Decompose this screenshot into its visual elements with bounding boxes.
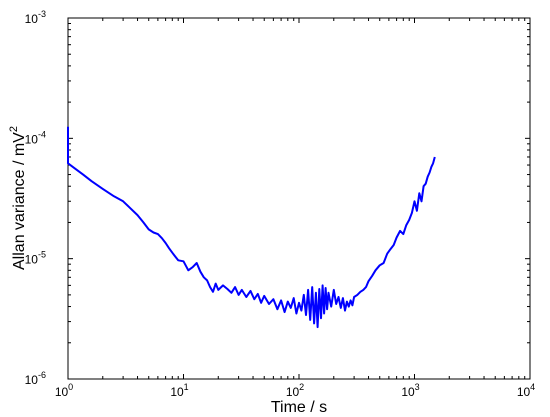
y-tick-label-exponent: -4 <box>38 129 46 139</box>
x-tick-label-exponent: 1 <box>184 382 189 392</box>
x-tick-label-exponent: 0 <box>68 382 73 392</box>
y-tick-label-exponent: -3 <box>38 9 46 19</box>
x-tick-label-base: 10 <box>55 385 69 399</box>
plot-frame <box>67 17 531 380</box>
y-tick-label-base: 10 <box>25 373 39 387</box>
y-tick-label-base: 10 <box>25 132 39 146</box>
x-tick-label: 104 <box>517 382 535 399</box>
series-layer <box>67 126 436 329</box>
x-tick-label: 101 <box>170 382 188 399</box>
axis-ticks <box>67 17 531 380</box>
x-tick-label-base: 10 <box>517 385 531 399</box>
x-tick-label: 103 <box>401 382 419 399</box>
y-tick-label: 10-4 <box>25 129 46 146</box>
y-axis-label-superscript: 2 <box>8 126 20 132</box>
series-line-0 <box>67 126 436 329</box>
x-tick-label-base: 10 <box>286 385 300 399</box>
y-tick-label-exponent: -5 <box>38 250 46 260</box>
y-tick-label: 10-3 <box>25 9 46 26</box>
x-tick-label-exponent: 3 <box>415 382 420 392</box>
x-tick-label-exponent: 4 <box>530 382 535 392</box>
x-tick-label-base: 10 <box>401 385 415 399</box>
x-tick-label-exponent: 2 <box>299 382 304 392</box>
x-tick-label-base: 10 <box>170 385 184 399</box>
y-axis-label-text: Allan variance / mV <box>11 132 28 270</box>
x-tick-label: 102 <box>286 382 304 399</box>
x-axis-label: Time / s <box>271 399 327 416</box>
y-axis-label: Allan variance / mV2 <box>8 126 28 270</box>
y-tick-label-base: 10 <box>25 253 39 267</box>
y-tick-label-exponent: -6 <box>38 370 46 380</box>
x-tick-label: 100 <box>55 382 73 399</box>
y-tick-label: 10-6 <box>25 370 46 387</box>
y-tick-label: 10-5 <box>25 250 46 267</box>
y-tick-label-base: 10 <box>25 12 39 26</box>
